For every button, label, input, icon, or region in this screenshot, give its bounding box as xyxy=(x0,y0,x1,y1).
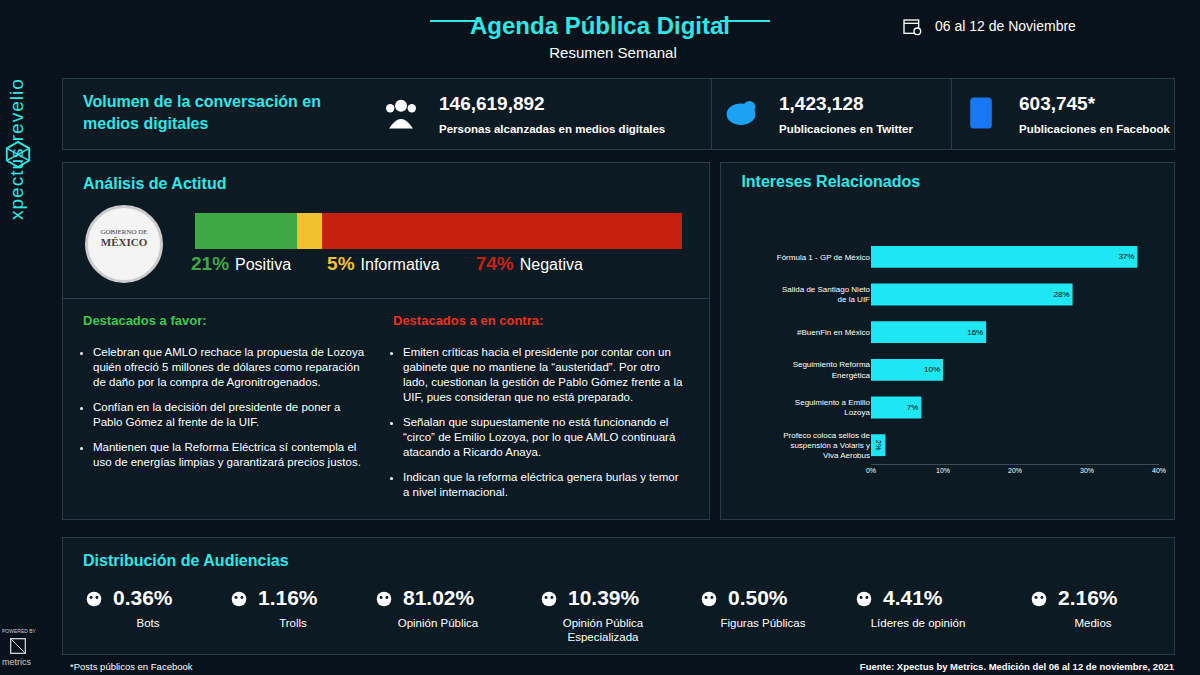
svg-text:0%: 0% xyxy=(866,467,876,474)
svg-text:10%: 10% xyxy=(924,365,940,374)
html-text:5% Informativa: 5% Informativa xyxy=(327,253,440,274)
html-text:Destacados a favor:: Destacados a favor: xyxy=(83,313,207,328)
html-text:GOBIERNO DE: GOBIERNO DE xyxy=(100,228,148,236)
svg-text:Salida de Santiago Nietode la: Salida de Santiago Nietode la UIF xyxy=(782,285,871,304)
html-text:Publicaciones en Twitter: Publicaciones en Twitter xyxy=(779,123,913,135)
html-text:21% Positiva: 21% Positiva xyxy=(191,253,292,274)
html-text:Distribución de Audiencias: Distribución de Audiencias xyxy=(83,552,289,569)
html-text:1.16%: 1.16% xyxy=(258,586,318,609)
html-text:Celebran que AMLO rechace la p: Celebran que AMLO rechace la propuesta d… xyxy=(93,346,365,388)
html-text:Destacados a en contra:: Destacados a en contra: xyxy=(393,313,544,328)
html-text:Confían en la decisión del pre: Confían en la decisión del presidente de… xyxy=(93,401,341,428)
svg-text:Seguimiento a EmilioLozoya: Seguimiento a EmilioLozoya xyxy=(795,398,871,417)
html-text:POWERED BY: POWERED BY xyxy=(2,628,36,634)
svg-text:Intereses Relacionados: Intereses Relacionados xyxy=(741,173,920,190)
html-text:Personas alcanzadas en medios: Personas alcanzadas en medios digitales xyxy=(439,123,666,135)
html-text:Análisis de Actitud: Análisis de Actitud xyxy=(83,175,227,192)
html-text:Agenda Pública Digital: Agenda Pública Digital xyxy=(470,12,730,39)
svg-text:7%: 7% xyxy=(907,403,919,412)
svg-text:20%: 20% xyxy=(1008,467,1022,474)
html-text:Indican que la reforma eléctri: Indican que la reforma eléctrica genera … xyxy=(403,471,679,498)
html-text:metrics: metrics xyxy=(2,657,31,667)
html-text:Líderes de opinión: Líderes de opinión xyxy=(870,617,966,629)
html-text:146,619,892: 146,619,892 xyxy=(439,93,545,114)
html-text:Emiten críticas hacia el presi: Emiten críticas hacia el presidente por … xyxy=(403,346,683,403)
html-text:Medios: Medios xyxy=(1074,617,1112,629)
html-text:10.39%: 10.39% xyxy=(568,586,640,609)
html-text:Trolls: Trolls xyxy=(279,617,307,629)
html-text:Volumen de la conversación en: Volumen de la conversación en medios dig… xyxy=(83,93,321,132)
html-text:4.41%: 4.41% xyxy=(883,586,943,609)
html-text:603,745*: 603,745* xyxy=(1019,93,1096,114)
svg-text:30%: 30% xyxy=(1080,467,1094,474)
svg-text:28%: 28% xyxy=(1054,290,1070,299)
html-text:1,423,128: 1,423,128 xyxy=(779,93,864,114)
html-text:Resumen Semanal: Resumen Semanal xyxy=(549,44,677,61)
html-text:74% Negativa: 74% Negativa xyxy=(475,253,583,274)
svg-text:Seguimiento ReformaEnergética: Seguimiento ReformaEnergética xyxy=(793,360,871,379)
html-text:Bots: Bots xyxy=(136,617,160,629)
html-text:81.02%: 81.02% xyxy=(403,586,475,609)
html-text:0.36%: 0.36% xyxy=(113,586,173,609)
svg-text:Profeco coloca sellos desuspen: Profeco coloca sellos desuspensión a Vol… xyxy=(783,431,870,461)
html-text:MÉXICO: MÉXICO xyxy=(100,236,148,248)
svg-text:#BuenFin en México: #BuenFin en México xyxy=(797,328,870,337)
html-text:06 al 12 de Noviembre: 06 al 12 de Noviembre xyxy=(935,18,1076,34)
html-text:0.50%: 0.50% xyxy=(728,586,788,609)
html-text:Opinión Pública Especializada: Opinión Pública Especializada xyxy=(562,617,644,643)
html-text:Mantienen que la Reforma Eléct: Mantienen que la Reforma Eléctrica sí co… xyxy=(93,441,361,468)
svg-text:Fórmula 1 - GP de México: Fórmula 1 - GP de México xyxy=(777,253,871,262)
html-text:Opinión Pública: Opinión Pública xyxy=(397,617,479,629)
svg-text:2%: 2% xyxy=(874,440,883,451)
svg-text:10%: 10% xyxy=(936,467,950,474)
html-text:*Posts públicos en Facebook: *Posts públicos en Facebook xyxy=(70,661,193,672)
svg-text:16%: 16% xyxy=(967,328,983,337)
html-text:Señalan que supuestamente no e: Señalan que supuestamente no está funcio… xyxy=(403,416,676,458)
svg-text:40%: 40% xyxy=(1152,467,1166,474)
html-text:Fuente: Xpectus by Metrics. Me: Fuente: Xpectus by Metrics. Medición del… xyxy=(859,661,1174,672)
html-text:xpectus revelio: xpectus revelio xyxy=(6,78,27,220)
html-text:Figuras Públicas: Figuras Públicas xyxy=(720,617,806,629)
svg-text:37%: 37% xyxy=(1118,252,1134,261)
html-text:Publicaciones en Facebook: Publicaciones en Facebook xyxy=(1019,123,1170,135)
html-text:2.16%: 2.16% xyxy=(1058,586,1118,609)
